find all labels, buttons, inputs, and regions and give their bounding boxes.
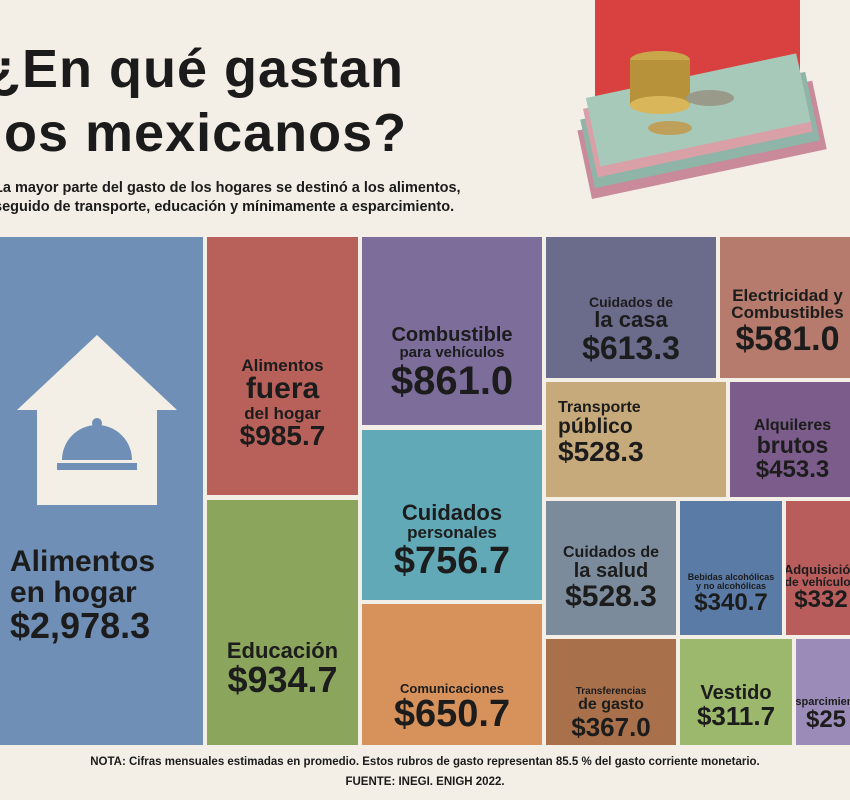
- tile-label: público: [558, 415, 633, 439]
- tile-value: $367.0: [571, 711, 651, 742]
- tile-value: $528.3: [565, 579, 657, 613]
- tile-label: Cuidados de: [588, 294, 673, 310]
- tile-label: Bebidas alcohólicas: [687, 572, 775, 582]
- tile-label: y no alcohólicas: [695, 581, 767, 592]
- tile-label: Cuidados de: [562, 544, 659, 561]
- tile: Cuidados personales $756.7: [362, 430, 542, 600]
- tile-label: Vestido: [700, 682, 772, 704]
- tile-label: Educación: [226, 638, 339, 663]
- footer-source: FUENTE: INEGI. ENIGH 2022.: [345, 776, 505, 788]
- tile-value: $613.3: [582, 329, 680, 366]
- tile-label: Transporte: [558, 399, 641, 416]
- tile-value: $861.0: [390, 358, 514, 403]
- tile-label: Adquisición: [786, 562, 850, 577]
- tile-label: la salud: [573, 560, 649, 583]
- tile-label: Cuidados: [401, 500, 503, 525]
- tile: Cuidados de la salud $528.3: [546, 501, 676, 635]
- tile: Bebidas alcohólicas y no alcohólicas $340.…: [680, 501, 782, 635]
- tile: Transporte público $528.3: [546, 382, 726, 497]
- tile-value: $756.7: [393, 539, 511, 582]
- tile: Cuidados de la casa $613.3: [546, 237, 716, 378]
- tile-value: $2,978.3: [10, 605, 151, 647]
- tile-label: brutos: [756, 432, 829, 459]
- tile-label: Alquileres: [753, 417, 832, 434]
- tile-label: personales: [407, 523, 497, 543]
- footer-note: NOTA: Cifras mensuales estimadas en prom…: [90, 756, 760, 768]
- title-line: ¿En qué gastan: [0, 39, 405, 99]
- tile-value: $25: [805, 706, 847, 734]
- tile-label: Esparcimiento: [796, 696, 850, 708]
- tile-label: Alimentos: [241, 356, 324, 375]
- tile-value: $340.7: [694, 589, 768, 617]
- tile-label: para vehículos: [399, 344, 505, 362]
- tile-value: $985.7: [239, 420, 326, 452]
- tile-label: Combustibles: [731, 303, 844, 323]
- tile-value: $581.0: [735, 319, 840, 358]
- subtitle-line: seguido de transporte, educación y mínim…: [0, 199, 455, 215]
- tile-value: $453.3: [755, 455, 830, 483]
- tile: Alquileres brutos $453.3: [730, 382, 850, 497]
- tile-value: $650.7: [393, 693, 511, 736]
- tile-value: $311.7: [696, 701, 776, 732]
- tile-label: del hogar: [244, 403, 321, 423]
- tile-label: de vehículos: [786, 575, 850, 590]
- tile-label: Alimentos: [10, 545, 156, 578]
- tile: Combustible para vehículos $861.0: [362, 237, 542, 425]
- tile-label: de gasto: [578, 696, 644, 714]
- tile-label: Electricidad y: [732, 286, 843, 305]
- house-icon: [17, 335, 177, 505]
- tile-label: fuera: [245, 372, 320, 406]
- tile-label: la casa: [594, 307, 668, 333]
- tile: Comunicaciones $650.7: [362, 604, 542, 745]
- subtitle-line: La mayor parte del gasto de los hogares …: [0, 180, 461, 196]
- tile: Electricidad y Combustibles $581.0: [720, 237, 850, 378]
- title-line: los mexicanos?: [0, 103, 408, 163]
- tile-label: Transferencias: [575, 686, 647, 697]
- tile: Vestido $311.7: [680, 639, 792, 745]
- tile-label: en hogar: [10, 575, 137, 609]
- tile: Esparcimiento$25: [796, 639, 850, 745]
- money-image: [577, 0, 827, 199]
- tile-value: $934.7: [227, 659, 338, 701]
- tile: Educación $934.7: [207, 500, 358, 745]
- tile-value: $332: [794, 586, 848, 614]
- tile-value: $528.3: [558, 435, 644, 467]
- tile: Adquisiciónde vehículos$332: [786, 501, 850, 635]
- tile: Transferencias de gasto $367.0: [546, 639, 676, 745]
- tile-label: Combustible: [391, 324, 513, 346]
- tile-label: Comunicaciones: [399, 681, 505, 696]
- tile: Alimentos fuera del hogar $985.7: [207, 237, 358, 495]
